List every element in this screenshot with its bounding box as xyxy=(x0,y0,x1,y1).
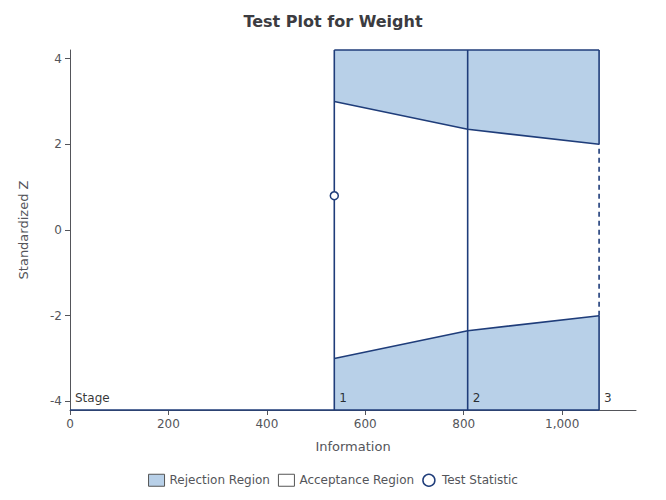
svg-text:Acceptance Region: Acceptance Region xyxy=(299,473,414,487)
svg-text:2: 2 xyxy=(473,391,481,405)
svg-text:800: 800 xyxy=(452,417,475,431)
svg-text:0: 0 xyxy=(54,223,62,237)
svg-text:2: 2 xyxy=(54,137,62,151)
svg-text:Information: Information xyxy=(315,439,390,454)
svg-text:-4: -4 xyxy=(50,394,62,408)
svg-text:Rejection Region: Rejection Region xyxy=(170,473,270,487)
svg-text:0: 0 xyxy=(66,417,74,431)
svg-text:200: 200 xyxy=(157,417,180,431)
svg-text:400: 400 xyxy=(255,417,278,431)
svg-text:600: 600 xyxy=(354,417,377,431)
svg-text:-2: -2 xyxy=(50,309,62,323)
svg-text:Standardized Z: Standardized Z xyxy=(16,180,31,279)
svg-text:Stage: Stage xyxy=(75,391,110,405)
svg-text:3: 3 xyxy=(604,391,612,405)
svg-text:Test Plot for Weight: Test Plot for Weight xyxy=(243,12,422,31)
svg-text:Test Statistic: Test Statistic xyxy=(441,473,518,487)
svg-text:1: 1 xyxy=(339,391,347,405)
svg-text:4: 4 xyxy=(54,52,62,66)
svg-text:1,000: 1,000 xyxy=(545,417,579,431)
